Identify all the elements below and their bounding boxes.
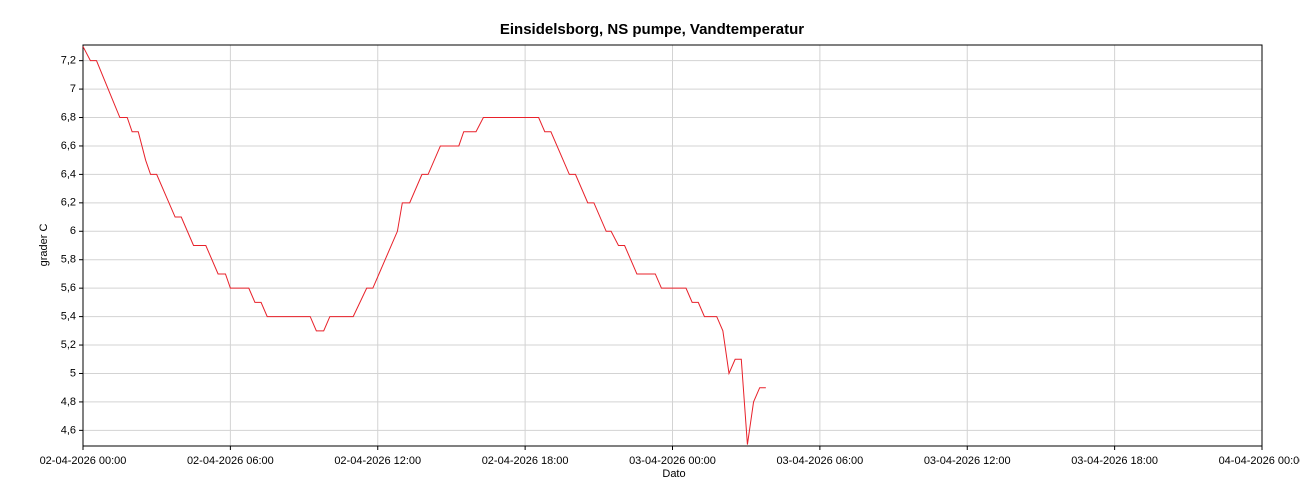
x-tick-label: 03-04-2026 00:00 [629, 455, 716, 467]
x-tick-label: 02-04-2026 12:00 [334, 455, 421, 467]
y-tick-label: 7 [70, 83, 76, 95]
y-tick-label: 5,6 [61, 282, 76, 294]
x-tick-label: 03-04-2026 12:00 [924, 455, 1011, 467]
y-axis-label: grader C [38, 224, 50, 267]
plot-frame [82, 44, 1263, 447]
y-tick-label: 4,8 [61, 396, 76, 408]
y-tick-label: 5,8 [61, 254, 76, 266]
x-tick-label: 03-04-2026 18:00 [1071, 455, 1158, 467]
y-tick-label: 5,2 [61, 339, 76, 351]
y-tick-label: 6,2 [61, 197, 76, 209]
y-tick-label: 5,4 [61, 311, 76, 323]
y-tick-label: 6 [70, 225, 76, 237]
x-tick-label: 03-04-2026 06:00 [776, 455, 863, 467]
y-tick-label: 6,4 [61, 168, 76, 180]
x-tick-label: 04-04-2026 00:00 [1219, 455, 1300, 467]
x-tick-label: 02-04-2026 00:00 [40, 455, 127, 467]
y-tick-label: 6,6 [61, 140, 76, 152]
x-axis-label: Dato [662, 468, 685, 480]
x-tick-label: 02-04-2026 18:00 [482, 455, 569, 467]
x-tick-label: 02-04-2026 06:00 [187, 455, 274, 467]
y-tick-label: 4,6 [61, 424, 76, 436]
y-tick-label: 5 [70, 367, 76, 379]
chart-title: Einsidelsborg, NS pumpe, Vandtemperatur [500, 21, 804, 38]
y-tick-label: 6,8 [61, 111, 76, 123]
data-line [82, 46, 766, 445]
y-tick-label: 7,2 [61, 55, 76, 67]
